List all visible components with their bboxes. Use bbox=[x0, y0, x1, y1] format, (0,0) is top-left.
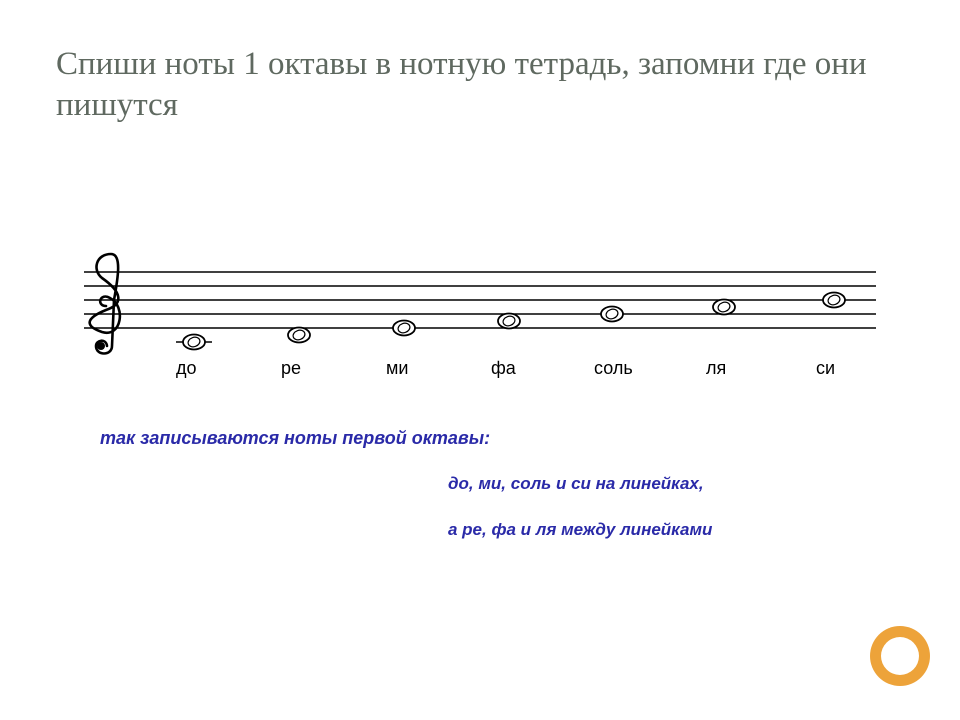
slide-title: Спиши ноты 1 октавы в нотную тетрадь, за… bbox=[56, 44, 886, 127]
staff-svg bbox=[84, 244, 876, 374]
note-label: фа bbox=[491, 358, 516, 379]
note-label: си bbox=[816, 358, 835, 379]
note-label: ля bbox=[706, 358, 726, 379]
note-label: соль bbox=[594, 358, 633, 379]
note-label: ми bbox=[386, 358, 408, 379]
explanation-line-2: до, ми, соль и си на линейках, bbox=[448, 474, 704, 494]
decorative-circle bbox=[870, 626, 930, 686]
note-label: ре bbox=[281, 358, 301, 379]
explanation-line-3: а ре, фа и ля между линейками bbox=[448, 520, 712, 540]
music-staff: доремифасольляси bbox=[84, 244, 876, 374]
slide: Спиши ноты 1 октавы в нотную тетрадь, за… bbox=[0, 0, 960, 720]
circle-icon bbox=[870, 626, 930, 686]
note-label: до bbox=[176, 358, 197, 379]
explanation-line-1: так записываются ноты первой октавы: bbox=[100, 428, 490, 449]
